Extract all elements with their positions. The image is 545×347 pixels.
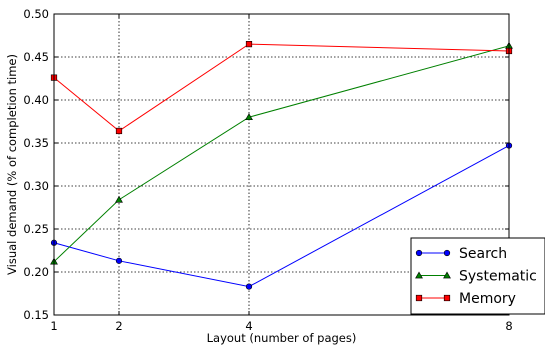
- legend-marker: [443, 294, 451, 302]
- legend-marker: [415, 294, 423, 302]
- legend-item-search: Search: [415, 246, 507, 262]
- legend-label-search: Search: [459, 246, 507, 262]
- y-tick-label: 0.30: [23, 179, 49, 193]
- ticks: 1 2 4 8 0.15 0.20 0.25 0.30 0.35 0.40 0.45 0.50: [23, 7, 512, 333]
- systematic-point: [115, 195, 123, 203]
- memory-line: [53, 43, 510, 132]
- y-tick-label: 0.45: [23, 50, 49, 64]
- legend-marker: [415, 271, 423, 279]
- legend-item-memory: Memory: [415, 291, 516, 307]
- series-layer: [50, 40, 513, 290]
- y-tick-label: 0.25: [23, 222, 49, 236]
- y-tick-label: 0.50: [23, 7, 49, 21]
- legend-marker: [415, 249, 423, 257]
- memory-point: [245, 40, 253, 48]
- series-search: [50, 142, 513, 290]
- legend-item-systematic: Systematic: [415, 269, 537, 285]
- y-tick-label: 0.35: [23, 136, 49, 150]
- legend-label-memory: Memory: [459, 291, 516, 307]
- series-systematic: [50, 41, 513, 265]
- legend-marker: [443, 249, 451, 257]
- y-tick-label: 0.40: [23, 93, 49, 107]
- search-line: [53, 145, 510, 288]
- memory-point: [115, 127, 123, 135]
- x-tick-label: 4: [245, 319, 252, 333]
- legend: Search Systematic Memory: [410, 237, 545, 315]
- legend-marker: [443, 271, 451, 279]
- y-tick-label: 0.20: [23, 265, 49, 279]
- search-point: [115, 257, 123, 264]
- x-tick-label: 1: [50, 319, 57, 333]
- x-tick-label: 8: [505, 319, 512, 333]
- x-tick-label: 2: [115, 319, 122, 333]
- systematic-line: [53, 45, 510, 263]
- legend-label-systematic: Systematic: [459, 269, 537, 285]
- systematic-point: [245, 113, 253, 121]
- y-tick-label: 0.15: [23, 308, 49, 322]
- search-point: [245, 283, 253, 290]
- y-axis-label: Visual demand (% of completion time): [5, 54, 19, 275]
- plot-frame: [53, 13, 510, 316]
- x-axis-label: Layout (number of pages): [207, 331, 357, 345]
